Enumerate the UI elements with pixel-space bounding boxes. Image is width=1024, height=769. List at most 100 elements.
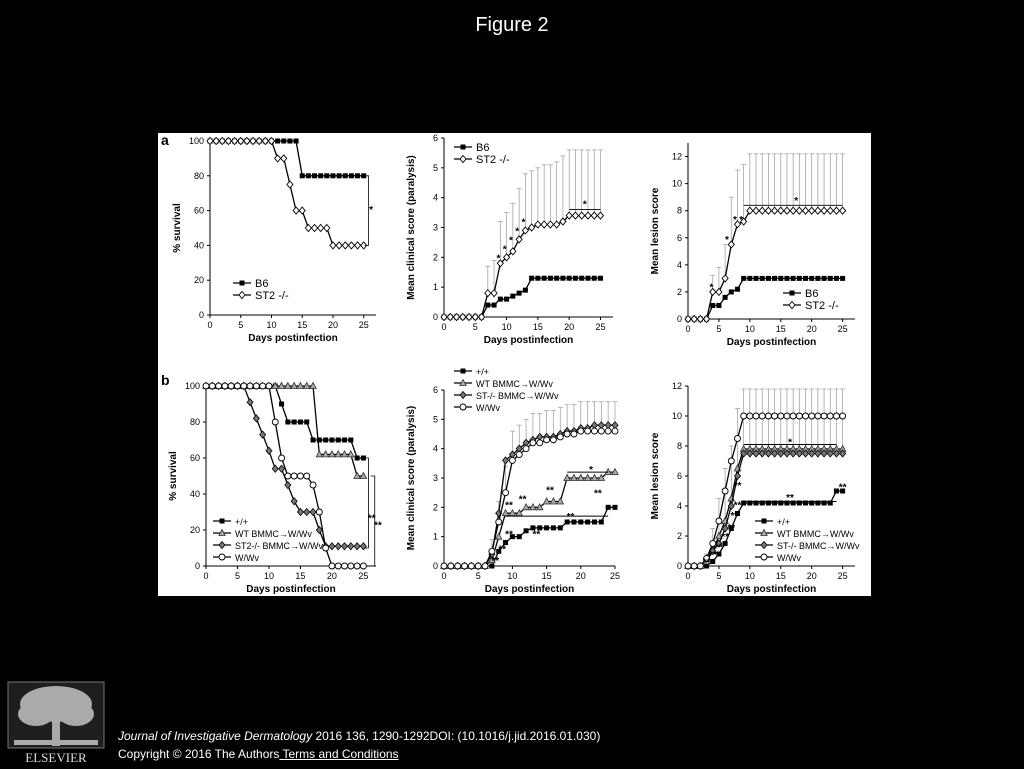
legend-marker [459,403,467,411]
y-tick-label: 80 [190,417,200,427]
y-tick-label: 40 [190,489,200,499]
data-point [265,382,273,390]
data-point [790,275,796,281]
legend-label: +/+ [476,367,489,377]
y-tick-label: 12 [672,381,682,391]
y-axis-label: Mean lesion score [650,432,661,519]
data-point [324,173,330,179]
data-point [571,211,580,220]
y-tick-label: 4 [433,193,438,203]
data-point [564,519,570,525]
data-point [826,449,834,458]
data-point [722,541,728,546]
data-point [310,437,316,443]
significance-mark: * [739,215,743,226]
data-point [303,472,311,480]
significance-mark: * [725,235,729,246]
data-point [284,480,292,490]
series-line [444,430,615,567]
data-point [309,381,317,389]
x-tick-label: 5 [716,324,721,334]
data-point [522,445,530,453]
y-tick-label: 2 [433,252,438,262]
significance-mark: ** [374,521,382,532]
data-point [259,382,267,390]
data-point [540,220,548,229]
data-point [309,507,317,517]
data-point [826,412,834,420]
data-point [536,439,544,447]
figure-title: Figure 2 [475,14,549,36]
y-tick-label: 0 [199,310,204,320]
legend-label: ST2 -/- [805,300,839,312]
legend-marker [238,290,246,300]
chart-b2: 0 5 10 15 20 25 0 1 2 3 4 5 6 Days postinfection Mean … [406,367,620,595]
x-tick-label: 15 [776,571,786,581]
significance-mark: * [503,244,507,255]
elsevier-logo: ELSEVIER [6,680,106,765]
journal-name: Journal of Investigative Dermatology [118,729,313,743]
data-point [584,211,592,220]
data-point [733,220,742,229]
data-point [206,136,214,146]
data-point [571,519,577,525]
data-point [259,430,267,439]
data-point [461,562,468,570]
data-point [485,302,491,308]
significance-mark: ** [734,481,742,492]
y-tick-label: 20 [194,275,204,285]
significance-mark: * [733,215,737,226]
data-point [465,312,473,322]
data-point [252,414,260,423]
y-tick-label: 10 [672,179,682,189]
copyright: Copyright © 2016 The Authors Terms and C… [118,747,399,761]
data-point [734,511,740,516]
x-tick-label: 15 [295,571,305,581]
y-tick-label: 6 [677,233,682,243]
legend-marker [459,154,467,164]
data-point [598,519,604,525]
data-point [795,206,803,215]
legend-label: W/Wv [777,553,801,563]
x-tick-label: 10 [745,324,755,334]
significance-mark: * [794,196,798,207]
data-point [530,525,536,531]
data-point [296,381,305,389]
data-point [563,430,571,438]
data-point [715,531,723,539]
significance-mark: ** [567,512,575,523]
data-point [790,500,796,506]
data-point [702,314,711,324]
data-point [821,500,827,506]
data-point [556,497,565,505]
data-point [585,275,591,281]
data-point [549,436,557,444]
terms-link[interactable]: Terms and Conditions [279,747,399,761]
legend: +/+ WT BMMC→W/Wv ST2-/- BMMC→W/Wv W/Wv [213,517,323,563]
x-axis-label: Days postinfection [485,584,574,595]
series-3 [684,412,847,570]
data-point [467,562,475,570]
data-point [809,275,815,281]
data-point [347,542,355,551]
y-tick-label: 0 [677,314,682,324]
data-point [746,449,754,458]
legend-label: W/Wv [476,403,500,413]
data-point [215,382,223,390]
data-point [591,275,597,281]
panel-letter-a: a [161,133,169,148]
y-axis-label: Mean clinical score (paralysis) [406,155,417,300]
data-point [315,525,323,535]
data-point [227,382,235,390]
x-tick-label: 20 [807,324,817,334]
legend-label: ST2-/- BMMC→W/Wv [235,541,323,551]
data-point [808,449,816,458]
data-point [709,287,717,297]
data-point [224,136,233,146]
data-point [815,500,821,506]
legend-marker [460,368,466,374]
data-point [758,206,766,215]
significance-mark: ** [734,501,742,512]
